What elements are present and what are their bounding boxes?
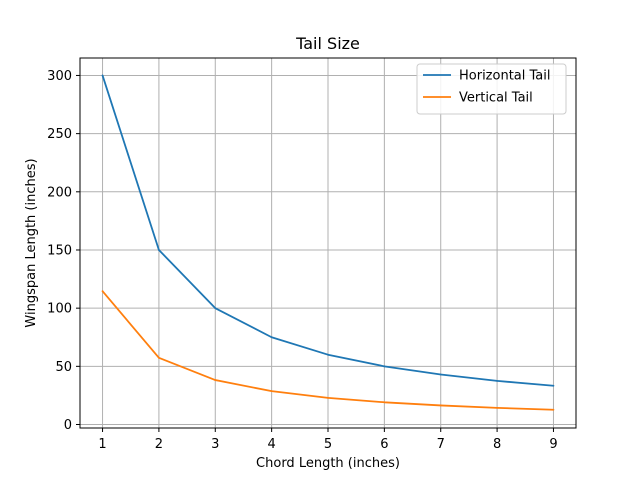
data-point-horizontal-tail <box>439 373 442 376</box>
data-point-vertical-tail <box>496 406 498 409</box>
data-point-horizontal-tail <box>496 379 498 382</box>
y-tick-label: 250 <box>47 127 72 142</box>
x-tick-label: 8 <box>493 437 501 452</box>
data-point-vertical-tail <box>270 390 273 393</box>
y-axis-title: Wingspan Length (inches) <box>24 158 39 327</box>
y-tick-label: 300 <box>47 69 72 84</box>
x-tick-label: 1 <box>98 437 106 452</box>
data-point-vertical-tail <box>214 379 217 381</box>
y-tick-label: 0 <box>64 418 72 433</box>
data-point-horizontal-tail <box>158 249 160 251</box>
legend: Horizontal Tail Vertical Tail <box>416 63 567 115</box>
y-tick-label: 200 <box>47 185 72 200</box>
data-point-horizontal-tail <box>383 365 386 368</box>
x-tick-label: 7 <box>437 437 445 452</box>
y-axis-ticks: 0 50 100 150 200 250 300 <box>47 69 80 433</box>
x-tick-label: 4 <box>267 437 275 452</box>
data-point-vertical-tail <box>439 404 442 407</box>
x-tick-label: 3 <box>211 437 219 452</box>
data-point-vertical-tail <box>552 408 555 411</box>
chart-title: Tail Size <box>295 34 360 53</box>
y-tick-label: 100 <box>47 302 72 317</box>
legend-label: Horizontal Tail <box>459 69 551 84</box>
x-tick-label: 6 <box>380 437 388 452</box>
legend-label: Vertical Tail <box>459 91 533 106</box>
data-point-horizontal-tail <box>552 384 555 387</box>
data-point-vertical-tail <box>383 401 386 404</box>
y-tick-label: 150 <box>47 243 72 258</box>
x-tick-label: 9 <box>549 437 557 452</box>
grid <box>80 58 576 428</box>
data-point-horizontal-tail <box>101 74 104 77</box>
data-point-vertical-tail <box>158 356 160 359</box>
data-point-vertical-tail <box>101 290 104 293</box>
y-tick-label: 50 <box>55 360 72 375</box>
data-point-horizontal-tail <box>270 336 273 339</box>
series-lines <box>101 74 555 411</box>
x-axis-ticks: 1 2 3 4 5 6 7 8 9 <box>98 428 558 452</box>
x-tick-label: 2 <box>155 437 163 452</box>
data-point-vertical-tail <box>327 396 329 399</box>
x-axis-title: Chord Length (inches) <box>256 456 400 471</box>
data-point-horizontal-tail <box>214 307 217 310</box>
x-tick-label: 5 <box>324 437 332 452</box>
legend-box <box>416 63 567 115</box>
data-point-horizontal-tail <box>327 353 329 356</box>
